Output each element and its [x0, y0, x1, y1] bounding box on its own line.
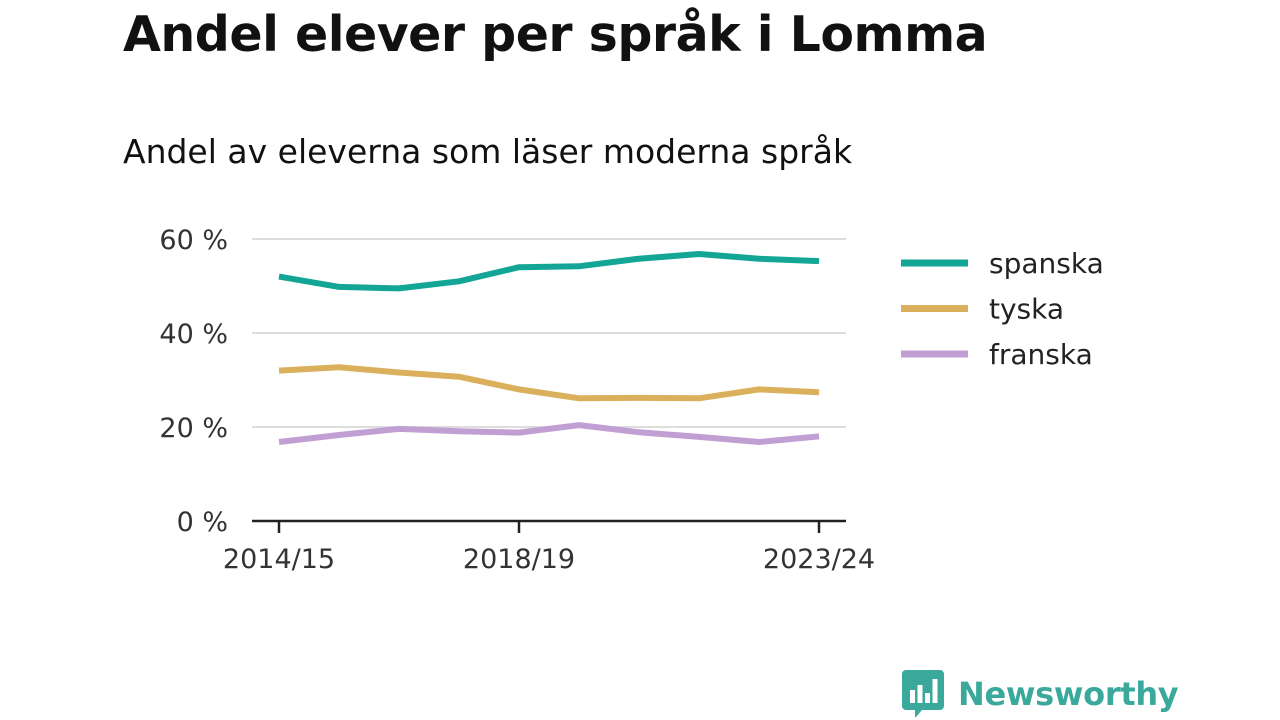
y-tick-label: 40 % [159, 319, 228, 350]
y-tick-label: 20 % [159, 413, 228, 444]
legend: spanska tyska franska [901, 247, 1104, 371]
series-lines [278, 251, 820, 445]
legend-label-franska: franska [989, 338, 1093, 371]
y-tick-label: 0 % [177, 507, 228, 538]
newsworthy-logo: Newsworthy [902, 670, 1179, 718]
series-line-tyska [278, 364, 820, 402]
legend-label-spanska: spanska [989, 247, 1104, 280]
logo-text: Newsworthy [958, 675, 1179, 713]
x-tick-label: 2018/19 [463, 544, 575, 575]
series-line-spanska [278, 251, 820, 292]
series-line-franska [278, 422, 820, 445]
bar-chart-speech-bubble-icon [902, 670, 944, 718]
x-tick-label: 2014/15 [223, 544, 335, 575]
y-tick-label: 60 % [159, 225, 228, 256]
chart-title: Andel elever per språk i Lomma [123, 6, 988, 63]
x-tick-label: 2023/24 [763, 544, 875, 575]
chart-subtitle: Andel av eleverna som läser moderna språ… [123, 132, 853, 171]
axes: 0 % 20 % 40 % 60 % 2014/15 2018/19 2023/24 [159, 225, 875, 575]
legend-label-tyska: tyska [989, 293, 1064, 326]
